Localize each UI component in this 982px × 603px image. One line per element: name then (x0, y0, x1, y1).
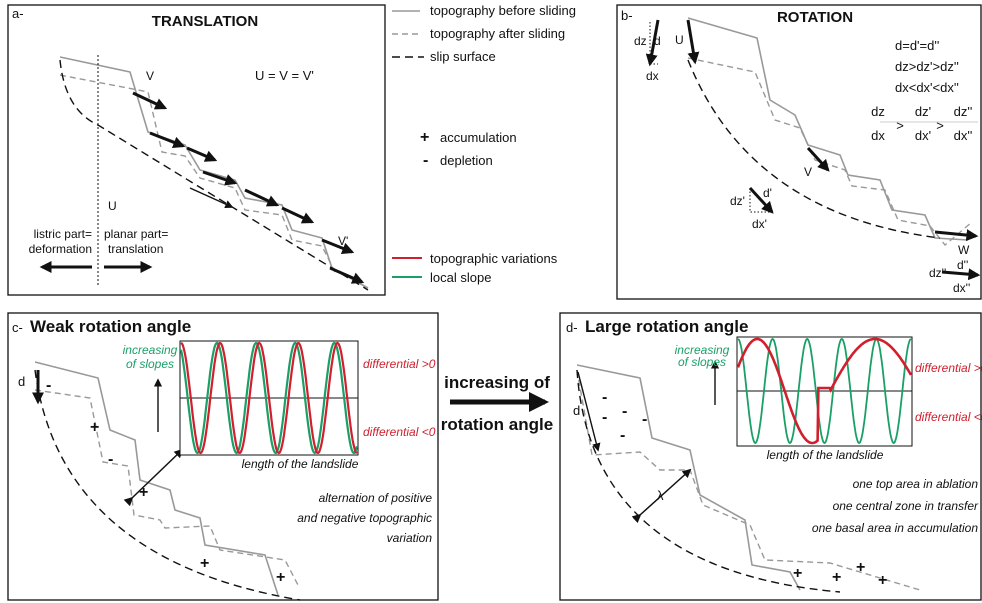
axis-label: length of the landslide (242, 457, 359, 471)
legend-entry: local slope (430, 270, 491, 285)
vector-label: V' (338, 234, 348, 248)
note: one top area in ablation (853, 477, 979, 491)
note: one basal area in accumulation (812, 521, 978, 535)
vector-label: U (108, 199, 117, 213)
ratio: dz' (915, 104, 931, 119)
panel-title: ROTATION (777, 9, 853, 26)
ratio: dx'' (954, 128, 973, 143)
axis-label: length of the landslide (767, 448, 884, 462)
ratio-operator: > (936, 118, 944, 133)
sign: + (276, 569, 285, 586)
legend-entry: topographic variations (430, 251, 558, 266)
sign: + (832, 569, 841, 586)
ratio: dz'' (954, 104, 973, 119)
note: variation (387, 531, 433, 545)
wavelength: λ (657, 488, 664, 503)
legend-entry: topography before sliding (430, 3, 576, 18)
vector-label: d (18, 374, 25, 389)
panel-title: TRANSLATION (152, 13, 258, 30)
annotation: differential <0 (363, 425, 436, 439)
part-label: planar part= (104, 227, 168, 241)
sign: + (856, 559, 865, 576)
equation: d=d'=d'' (895, 38, 939, 53)
sign: + (139, 484, 148, 501)
ratio: dz (871, 104, 885, 119)
component: d (654, 34, 661, 48)
panel-d-drawing (577, 337, 920, 592)
note: alternation of positive (319, 491, 433, 505)
ratio-operator: > (896, 118, 904, 133)
note: one central zone in transfer (833, 499, 979, 513)
component: d' (763, 186, 772, 200)
vector-label: d (573, 403, 580, 418)
vector-label: V (146, 69, 154, 83)
axis-label: increasing (123, 343, 178, 357)
labels: topography before sliding topography afte… (12, 3, 982, 589)
vector-label: W (958, 243, 970, 257)
axis-label: of slopes (126, 357, 174, 371)
annotation: differential >0 (363, 357, 436, 371)
ratio: dx' (915, 128, 931, 143)
panel-label: a- (12, 6, 24, 21)
legend-sign: - (423, 152, 428, 169)
component: dz' (730, 194, 745, 208)
equation: dx<dx'<dx'' (895, 80, 959, 95)
component: dz (634, 34, 647, 48)
note: and negative topographic (297, 511, 432, 525)
middle-label: increasing of (444, 373, 550, 392)
panel-title: Large rotation angle (585, 317, 748, 336)
component: dz'' (929, 266, 946, 280)
sign: + (90, 419, 99, 436)
vector-label: U (675, 33, 684, 47)
equation: U = V = V' (255, 68, 314, 83)
annotation: differential <0 (915, 410, 982, 424)
sign: - (602, 389, 607, 406)
sign: - (108, 451, 113, 468)
panel-title: Weak rotation angle (30, 317, 191, 336)
sign: - (602, 409, 607, 426)
legend-entry: accumulation (440, 130, 517, 145)
component: dx'' (953, 281, 970, 295)
legend-entry: depletion (440, 153, 493, 168)
panel-b-drawing (650, 18, 978, 275)
panel-label: d- (566, 320, 578, 335)
sign: + (878, 572, 887, 589)
legend-sign: + (420, 129, 429, 146)
part-label: translation (108, 242, 163, 256)
legend-entry: slip surface (430, 49, 496, 64)
sign: - (642, 411, 647, 428)
sign: + (200, 555, 209, 572)
component: d'' (957, 258, 968, 272)
sign: - (620, 427, 625, 444)
sign: - (46, 377, 51, 394)
vector-label: V (804, 165, 812, 179)
panel-label: b- (621, 8, 633, 23)
annotation: differential >0 (915, 361, 982, 375)
figure: topography before sliding topography afte… (0, 0, 982, 603)
axis-label: of slopes (678, 355, 726, 369)
part-label: listric part= (34, 227, 92, 241)
legend-entry: topography after sliding (430, 26, 565, 41)
panel-label: c- (12, 320, 23, 335)
component: dx' (752, 217, 767, 231)
part-label: deformation (29, 242, 92, 256)
sign: - (622, 403, 627, 420)
sign: + (793, 565, 802, 582)
middle-label: rotation angle (441, 415, 553, 434)
component: dx (646, 69, 659, 83)
equation: dz>dz'>dz'' (895, 59, 959, 74)
ratio: dx (871, 128, 885, 143)
